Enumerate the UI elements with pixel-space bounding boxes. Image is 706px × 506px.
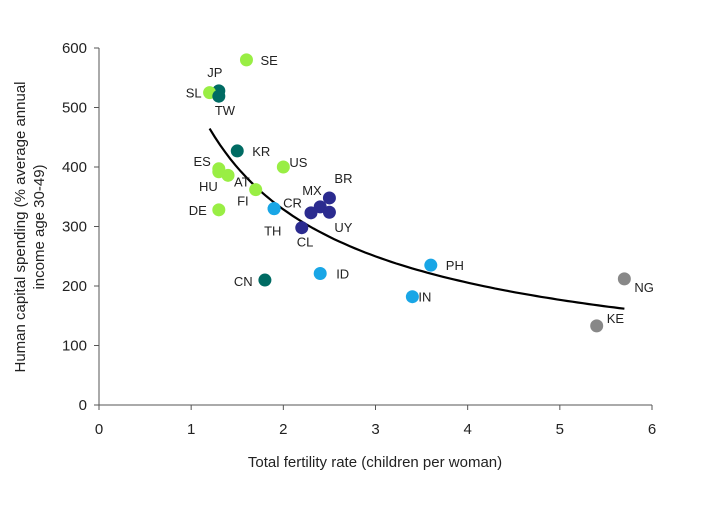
data-point-th (267, 202, 281, 216)
point-label-hu: HU (199, 179, 218, 194)
point-label-fi: FI (237, 194, 249, 209)
point-label-in: IN (418, 290, 431, 305)
x-tick-label: 6 (648, 421, 656, 438)
point-label-es: ES (193, 154, 211, 169)
data-point-tw (212, 89, 226, 103)
data-point-us (276, 160, 290, 174)
y-axis-title-line-1: Human capital spending (% average annual (12, 81, 29, 372)
point-label-cn: CN (234, 274, 253, 289)
data-point-ph (424, 258, 438, 272)
point-label-jp: JP (207, 65, 222, 80)
point-label-sl: SL (186, 86, 202, 101)
x-tick-label: 5 (556, 421, 564, 438)
point-label-br: BR (334, 171, 352, 186)
point-label-se: SE (260, 53, 278, 68)
y-tick-label: 100 (62, 338, 87, 355)
trendline (208, 128, 625, 310)
y-tick-label: 0 (79, 397, 87, 414)
point-label-mx: MX (302, 183, 322, 198)
data-point-cn (258, 273, 272, 287)
data-point-in (405, 290, 419, 304)
point-label-de: DE (189, 203, 207, 218)
y-axis-title: Human capital spending (% average annual… (12, 81, 48, 372)
data-point (304, 206, 318, 220)
data-point-de (212, 203, 226, 217)
data-point-br (322, 191, 336, 205)
y-tick-label: 600 (62, 40, 87, 57)
x-tick-label: 0 (95, 421, 103, 438)
x-axis-title: Total fertility rate (children per woman… (248, 454, 502, 471)
x-tick-label: 2 (279, 421, 287, 438)
data-point-id (313, 267, 327, 281)
y-tick-label: 200 (62, 278, 87, 295)
y-tick-label: 400 (62, 159, 87, 176)
y-tick-label: 500 (62, 100, 87, 117)
point-label-ng: NG (634, 280, 654, 295)
point-label-cl: CL (297, 235, 314, 250)
point-label-kr: KR (252, 144, 270, 159)
data-point-at (221, 168, 235, 182)
axes: 0 100 200 300 400 500 600 0 1 2 3 4 5 6 (62, 40, 656, 438)
data-point-ke (590, 319, 604, 333)
data-point-cl (295, 221, 309, 235)
point-label-cr: CR (283, 196, 302, 211)
x-tick-label: 1 (187, 421, 195, 438)
data-point-fi (249, 183, 263, 197)
x-tick-label: 4 (463, 421, 471, 438)
point-label-at: AT (234, 174, 250, 189)
point-label-uy: UY (334, 220, 352, 235)
y-axis-title-line-2: income age 30-49) (31, 164, 48, 289)
x-tick-label: 3 (371, 421, 379, 438)
data-point-ng (617, 272, 631, 286)
data-point-kr (230, 144, 244, 158)
point-label-us: US (289, 155, 307, 170)
point-label-ph: PH (446, 258, 464, 273)
data-point-uy (322, 205, 336, 219)
point-label-tw: TW (215, 103, 236, 118)
y-tick-label: 300 (62, 219, 87, 236)
data-point-se (239, 53, 253, 67)
point-label-id: ID (336, 267, 349, 282)
data-points (203, 53, 631, 333)
point-label-ke: KE (607, 311, 625, 326)
point-label-th: TH (264, 224, 281, 239)
